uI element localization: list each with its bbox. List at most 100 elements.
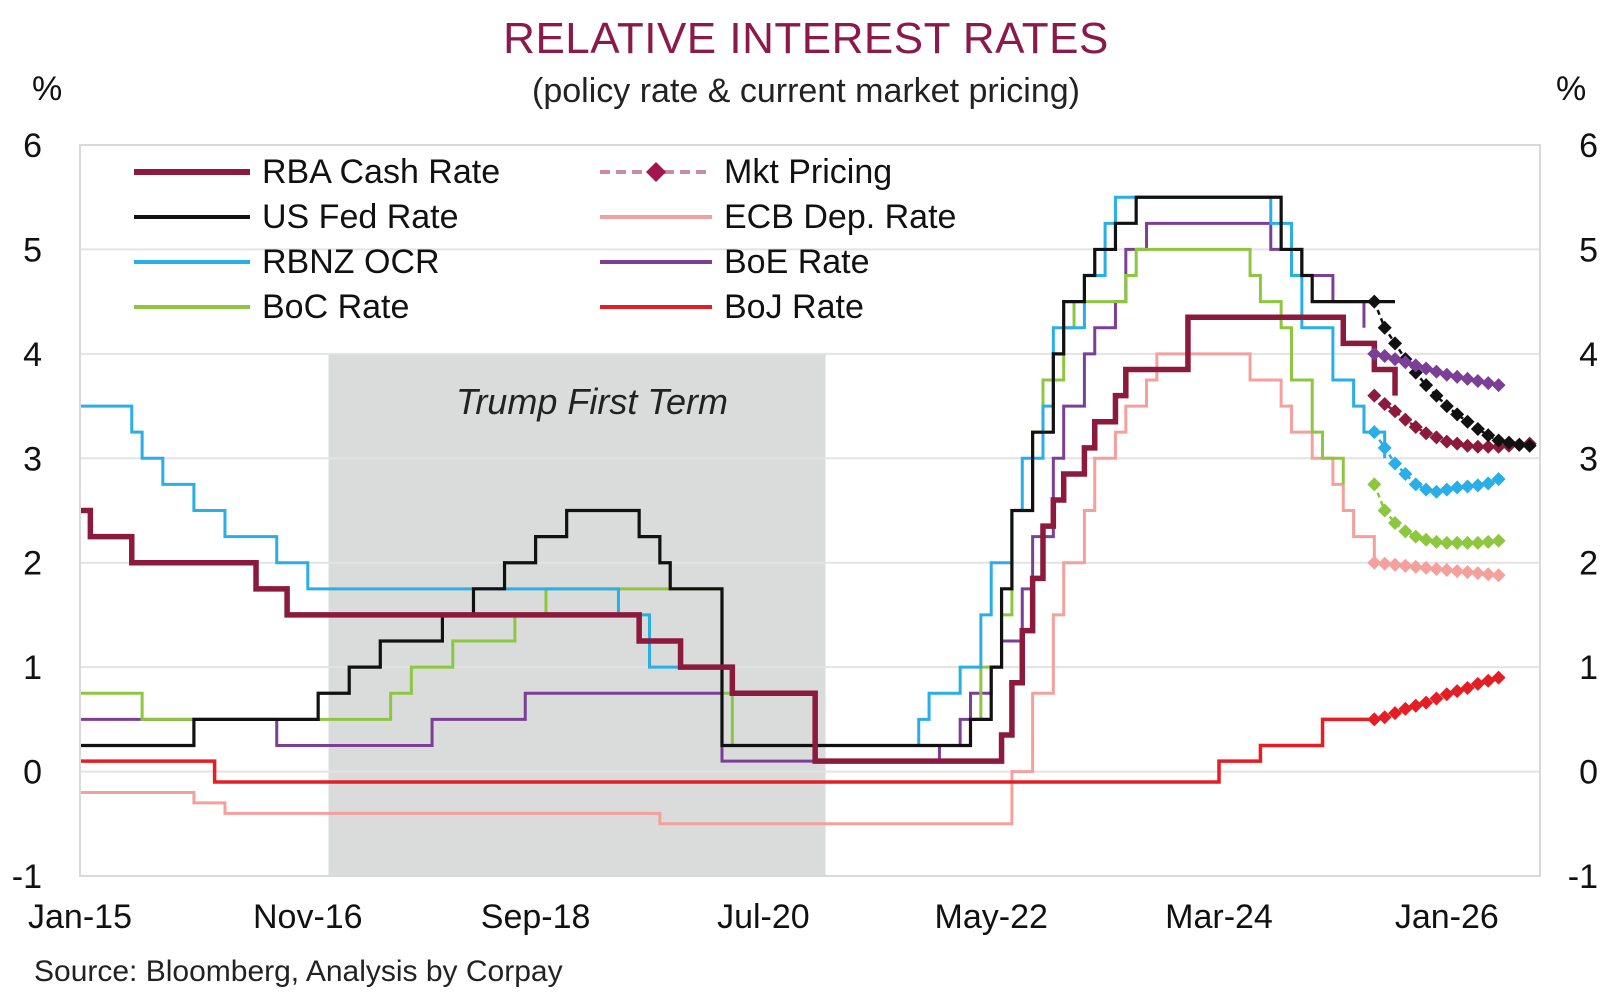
mkt-pricing-point-boe-rate bbox=[1398, 355, 1413, 370]
mkt-pricing-point-rba-cash-rate bbox=[1419, 426, 1434, 441]
mkt-pricing-point-boj-rate bbox=[1470, 676, 1485, 691]
mkt-pricing-point-boc-rate bbox=[1367, 477, 1382, 492]
mkt-pricing-point-boe-rate bbox=[1481, 376, 1496, 391]
series-line-rbnz-ocr bbox=[80, 195, 1387, 747]
x-tick-label: Sep-18 bbox=[481, 898, 591, 936]
mkt-pricing-point-boe-rate bbox=[1408, 358, 1423, 373]
mkt-pricing-point-rba-cash-rate bbox=[1398, 412, 1413, 427]
mkt-pricing-point-boc-rate bbox=[1429, 534, 1444, 549]
y-tick-label-right: 4 bbox=[1579, 336, 1598, 374]
legend-label-boj-rate: BoJ Rate bbox=[724, 288, 864, 326]
mkt-pricing-point-boj-rate bbox=[1439, 687, 1454, 702]
mkt-pricing-point-us-fed-rate bbox=[1450, 407, 1465, 422]
mkt-pricing-point-boc-rate bbox=[1377, 503, 1392, 518]
mkt-pricing-point-boj-rate bbox=[1491, 670, 1506, 685]
mkt-pricing-point-rba-cash-rate bbox=[1470, 439, 1485, 454]
mkt-pricing-point-boc-rate bbox=[1408, 529, 1423, 544]
mkt-pricing-point-boj-rate bbox=[1398, 701, 1413, 716]
legend-marker-mkt-pricing bbox=[646, 162, 666, 182]
mkt-pricing-point-us-fed-rate bbox=[1512, 437, 1527, 452]
mkt-pricing-point-us-fed-rate bbox=[1388, 336, 1403, 351]
mkt-pricing-point-boj-rate bbox=[1408, 698, 1423, 713]
mkt-pricing-point-rbnz-ocr bbox=[1429, 484, 1444, 499]
mkt-pricing-point-rba-cash-rate bbox=[1367, 388, 1382, 403]
y-tick-label-left: -1 bbox=[12, 858, 42, 896]
mkt-pricing-point-boc-rate bbox=[1398, 524, 1413, 539]
mkt-pricing-point-ecb-dep-rate bbox=[1429, 561, 1444, 576]
legend-label-ecb-dep-rate: ECB Dep. Rate bbox=[724, 198, 956, 236]
mkt-pricing-point-us-fed-rate bbox=[1501, 435, 1516, 450]
mkt-pricing-point-boj-rate bbox=[1429, 691, 1444, 706]
mkt-pricing-point-boj-rate bbox=[1388, 706, 1403, 721]
y-tick-label-left: 4 bbox=[23, 336, 42, 374]
legend-label-mkt-pricing: Mkt Pricing bbox=[724, 153, 892, 191]
mkt-pricing-point-boe-rate bbox=[1429, 364, 1444, 379]
market-pricing-group bbox=[1367, 294, 1537, 727]
mkt-pricing-point-rbnz-ocr bbox=[1450, 480, 1465, 495]
legend-label-rbnz-ocr: RBNZ OCR bbox=[262, 243, 440, 281]
x-tick-label: Jan-15 bbox=[28, 898, 132, 936]
plot-frame bbox=[79, 144, 1541, 877]
series-line-us-fed-rate bbox=[80, 195, 1396, 748]
mkt-pricing-point-rbnz-ocr bbox=[1367, 425, 1382, 440]
x-tick-label: Jan-26 bbox=[1395, 898, 1499, 936]
mkt-pricing-point-us-fed-rate bbox=[1522, 438, 1537, 453]
mkt-pricing-point-rba-cash-rate bbox=[1377, 396, 1392, 411]
legend-label-rba-cash-rate: RBA Cash Rate bbox=[262, 153, 500, 191]
mkt-pricing-point-rbnz-ocr bbox=[1408, 477, 1423, 492]
mkt-pricing-point-ecb-dep-rate bbox=[1481, 567, 1496, 582]
y-tick-label-left: 0 bbox=[23, 754, 42, 792]
mkt-pricing-point-ecb-dep-rate bbox=[1450, 564, 1465, 579]
mkt-pricing-point-rbnz-ocr bbox=[1481, 476, 1496, 491]
y-tick-label-right: 5 bbox=[1579, 231, 1598, 269]
source-note: Source: Bloomberg, Analysis by Corpay bbox=[34, 955, 563, 988]
y-tick-label-right: 1 bbox=[1579, 649, 1598, 687]
mkt-pricing-point-boe-rate bbox=[1439, 367, 1454, 382]
y-tick-label-left: 2 bbox=[23, 545, 42, 583]
mkt-pricing-point-rbnz-ocr bbox=[1398, 466, 1413, 481]
mkt-pricing-point-boc-rate bbox=[1450, 535, 1465, 550]
y-tick-label-right: -1 bbox=[1568, 858, 1598, 896]
series-group bbox=[80, 195, 1398, 826]
mkt-pricing-point-boe-rate bbox=[1367, 346, 1382, 361]
series-line-boj-rate bbox=[80, 717, 1375, 784]
mkt-pricing-point-boc-rate bbox=[1439, 535, 1454, 550]
y-tick-label-right: 2 bbox=[1579, 545, 1598, 583]
mkt-pricing-point-rbnz-ocr bbox=[1419, 482, 1434, 497]
legend-label-boc-rate: BoC Rate bbox=[262, 288, 409, 326]
chart-subtitle: (policy rate & current market pricing) bbox=[532, 72, 1080, 110]
mkt-pricing-point-boc-rate bbox=[1470, 535, 1485, 550]
y-tick-label-left: 1 bbox=[23, 649, 42, 687]
mkt-pricing-point-ecb-dep-rate bbox=[1367, 555, 1382, 570]
mkt-pricing-point-rba-cash-rate bbox=[1460, 438, 1475, 453]
mkt-pricing-point-rbnz-ocr bbox=[1470, 478, 1485, 493]
y-tick-label-left: 6 bbox=[23, 127, 42, 165]
x-tick-label: May-22 bbox=[935, 898, 1048, 936]
legend-group: RBA Cash Rate US Fed Rate RBNZ OCR BoC Rate… bbox=[134, 153, 956, 326]
chart-title: RELATIVE INTEREST RATES bbox=[503, 14, 1109, 63]
mkt-pricing-point-ecb-dep-rate bbox=[1491, 568, 1506, 583]
mkt-pricing-point-us-fed-rate bbox=[1408, 365, 1423, 380]
mkt-pricing-point-us-fed-rate bbox=[1491, 433, 1506, 448]
y-tick-label-right: 3 bbox=[1579, 440, 1598, 478]
mkt-pricing-point-rba-cash-rate bbox=[1481, 439, 1496, 454]
legend-label-us-fed-rate: US Fed Rate bbox=[262, 198, 459, 236]
y-tick-label-left: 5 bbox=[23, 231, 42, 269]
mkt-pricing-point-rba-cash-rate bbox=[1408, 419, 1423, 434]
mkt-pricing-point-boj-rate bbox=[1419, 695, 1434, 710]
mkt-pricing-point-boc-rate bbox=[1460, 535, 1475, 550]
mkt-pricing-point-rbnz-ocr bbox=[1491, 472, 1506, 487]
mkt-pricing-point-us-fed-rate bbox=[1367, 294, 1382, 309]
mkt-pricing-point-ecb-dep-rate bbox=[1439, 563, 1454, 578]
x-tick-label: Mar-24 bbox=[1165, 898, 1273, 936]
mkt-pricing-line-us-fed-rate bbox=[1373, 301, 1530, 447]
mkt-pricing-point-us-fed-rate bbox=[1460, 414, 1475, 429]
mkt-pricing-point-boj-rate bbox=[1367, 712, 1382, 727]
x-tick-label: Nov-16 bbox=[253, 898, 363, 936]
mkt-pricing-point-ecb-dep-rate bbox=[1419, 560, 1434, 575]
mkt-pricing-point-boe-rate bbox=[1470, 374, 1485, 389]
ylabel-left: % bbox=[32, 70, 62, 108]
mkt-pricing-point-boe-rate bbox=[1491, 378, 1506, 393]
mkt-pricing-point-boe-rate bbox=[1419, 361, 1434, 376]
mkt-pricing-point-rbnz-ocr bbox=[1377, 440, 1392, 455]
